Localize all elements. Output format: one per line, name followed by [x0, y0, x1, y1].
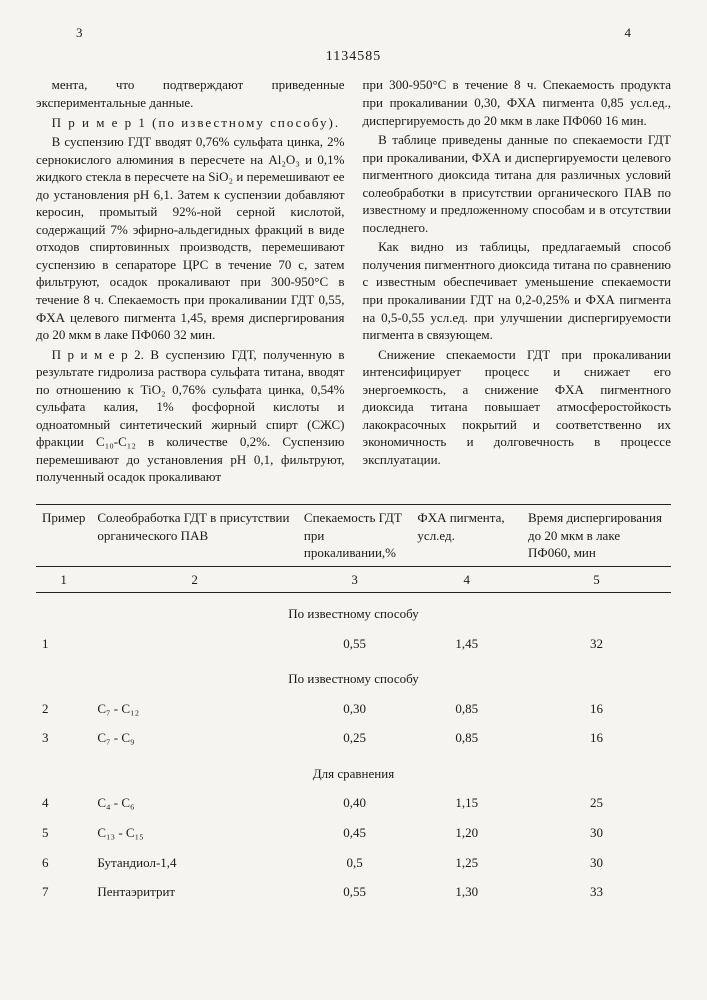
table-cell: C₄ - C₆: [91, 788, 298, 818]
body-paragraph: Снижение спекаемости ГДТ при прокаливани…: [363, 346, 672, 469]
table-cell: C₇ - C₁₂: [91, 694, 298, 724]
table-colnum: 5: [522, 566, 671, 593]
table-cell: 32: [522, 629, 671, 659]
table-section-title: Для сравнения: [36, 753, 671, 789]
table-cell: 0,25: [298, 723, 412, 753]
table-colnum-row: 1 2 3 4 5: [36, 566, 671, 593]
table-colnum: 3: [298, 566, 412, 593]
table-row: 1 0,551,4532: [36, 629, 671, 659]
table-cell: 1,15: [411, 788, 522, 818]
table-cell: 0,30: [298, 694, 412, 724]
body-paragraph: П р и м е р 1 (по известному способу).: [36, 114, 345, 132]
table-cell: 1,45: [411, 629, 522, 659]
table-cell: 33: [522, 877, 671, 907]
table-colnum: 1: [36, 566, 91, 593]
table-row: 6Бутандиол-1,40,51,2530: [36, 848, 671, 878]
table-cell: Пентаэритрит: [91, 877, 298, 907]
data-table: Пример Солеобработка ГДТ в присутствии о…: [36, 504, 671, 907]
table-cell: 6: [36, 848, 91, 878]
table-cell: 0,85: [411, 723, 522, 753]
body-paragraph: П р и м е р 2. В суспензию ГДТ, полученн…: [36, 346, 345, 486]
table-header: Время диспергирования до 20 мкм в лаке П…: [522, 505, 671, 567]
table-cell: 0,45: [298, 818, 412, 848]
table-colnum: 2: [91, 566, 298, 593]
table-cell: 16: [522, 723, 671, 753]
body-paragraph: В таблице приведены данные по спекаемост…: [363, 131, 672, 236]
table-cell: 30: [522, 848, 671, 878]
table-cell: 1,25: [411, 848, 522, 878]
table-cell: 0,55: [298, 629, 412, 659]
table-row: 7Пентаэритрит0,551,3033: [36, 877, 671, 907]
table-cell: 1: [36, 629, 91, 659]
table-cell: 2: [36, 694, 91, 724]
table-cell: 1,30: [411, 877, 522, 907]
table-row: 4C₄ - C₆0,401,1525: [36, 788, 671, 818]
table-cell: 0,55: [298, 877, 412, 907]
body-paragraph: В суспензию ГДТ вводят 0,76% сульфата ци…: [36, 133, 345, 344]
table-cell: 3: [36, 723, 91, 753]
table-cell: 7: [36, 877, 91, 907]
table-header: Пример: [36, 505, 91, 567]
table-cell: 30: [522, 818, 671, 848]
table-section-title: По известному способу: [36, 593, 671, 629]
body-paragraph: мента, что подтверждают приведенные эксп…: [36, 76, 345, 111]
table-header: Солеобработка ГДТ в присутствии органиче…: [91, 505, 298, 567]
body-columns: мента, что подтверждают приведенные эксп…: [36, 76, 671, 486]
table-cell: C₁₃ - C₁₅: [91, 818, 298, 848]
table-cell: 0,40: [298, 788, 412, 818]
table-row: 2C₇ - C₁₂0,300,8516: [36, 694, 671, 724]
table-row: 3C₇ - C₉0,250,8516: [36, 723, 671, 753]
table-cell: Бутандиол-1,4: [91, 848, 298, 878]
document-number: 1134585: [36, 48, 671, 67]
table-cell: 25: [522, 788, 671, 818]
body-paragraph: при 300-950°С в течение 8 ч. Спекаемость…: [363, 76, 672, 129]
table-header-row: Пример Солеобработка ГДТ в присутствии о…: [36, 505, 671, 567]
table-header: ФХА пигмента, усл.ед.: [411, 505, 522, 567]
page-number-row: 3 4: [36, 24, 671, 42]
page-number-right: 4: [625, 24, 632, 42]
table-cell: [91, 629, 298, 659]
table-cell: 0,85: [411, 694, 522, 724]
table-cell: 1,20: [411, 818, 522, 848]
body-paragraph: Как видно из таблицы, предлагаемый спосо…: [363, 238, 672, 343]
table-cell: 5: [36, 818, 91, 848]
table-section-title: По известному способу: [36, 658, 671, 694]
table-cell: 0,5: [298, 848, 412, 878]
table-row: 5C₁₃ - C₁₅0,451,2030: [36, 818, 671, 848]
page-number-left: 3: [76, 24, 83, 42]
table-colnum: 4: [411, 566, 522, 593]
table-cell: C₇ - C₉: [91, 723, 298, 753]
table-cell: 4: [36, 788, 91, 818]
table-header: Спекаемость ГДТ при прокаливании,%: [298, 505, 412, 567]
table-cell: 16: [522, 694, 671, 724]
